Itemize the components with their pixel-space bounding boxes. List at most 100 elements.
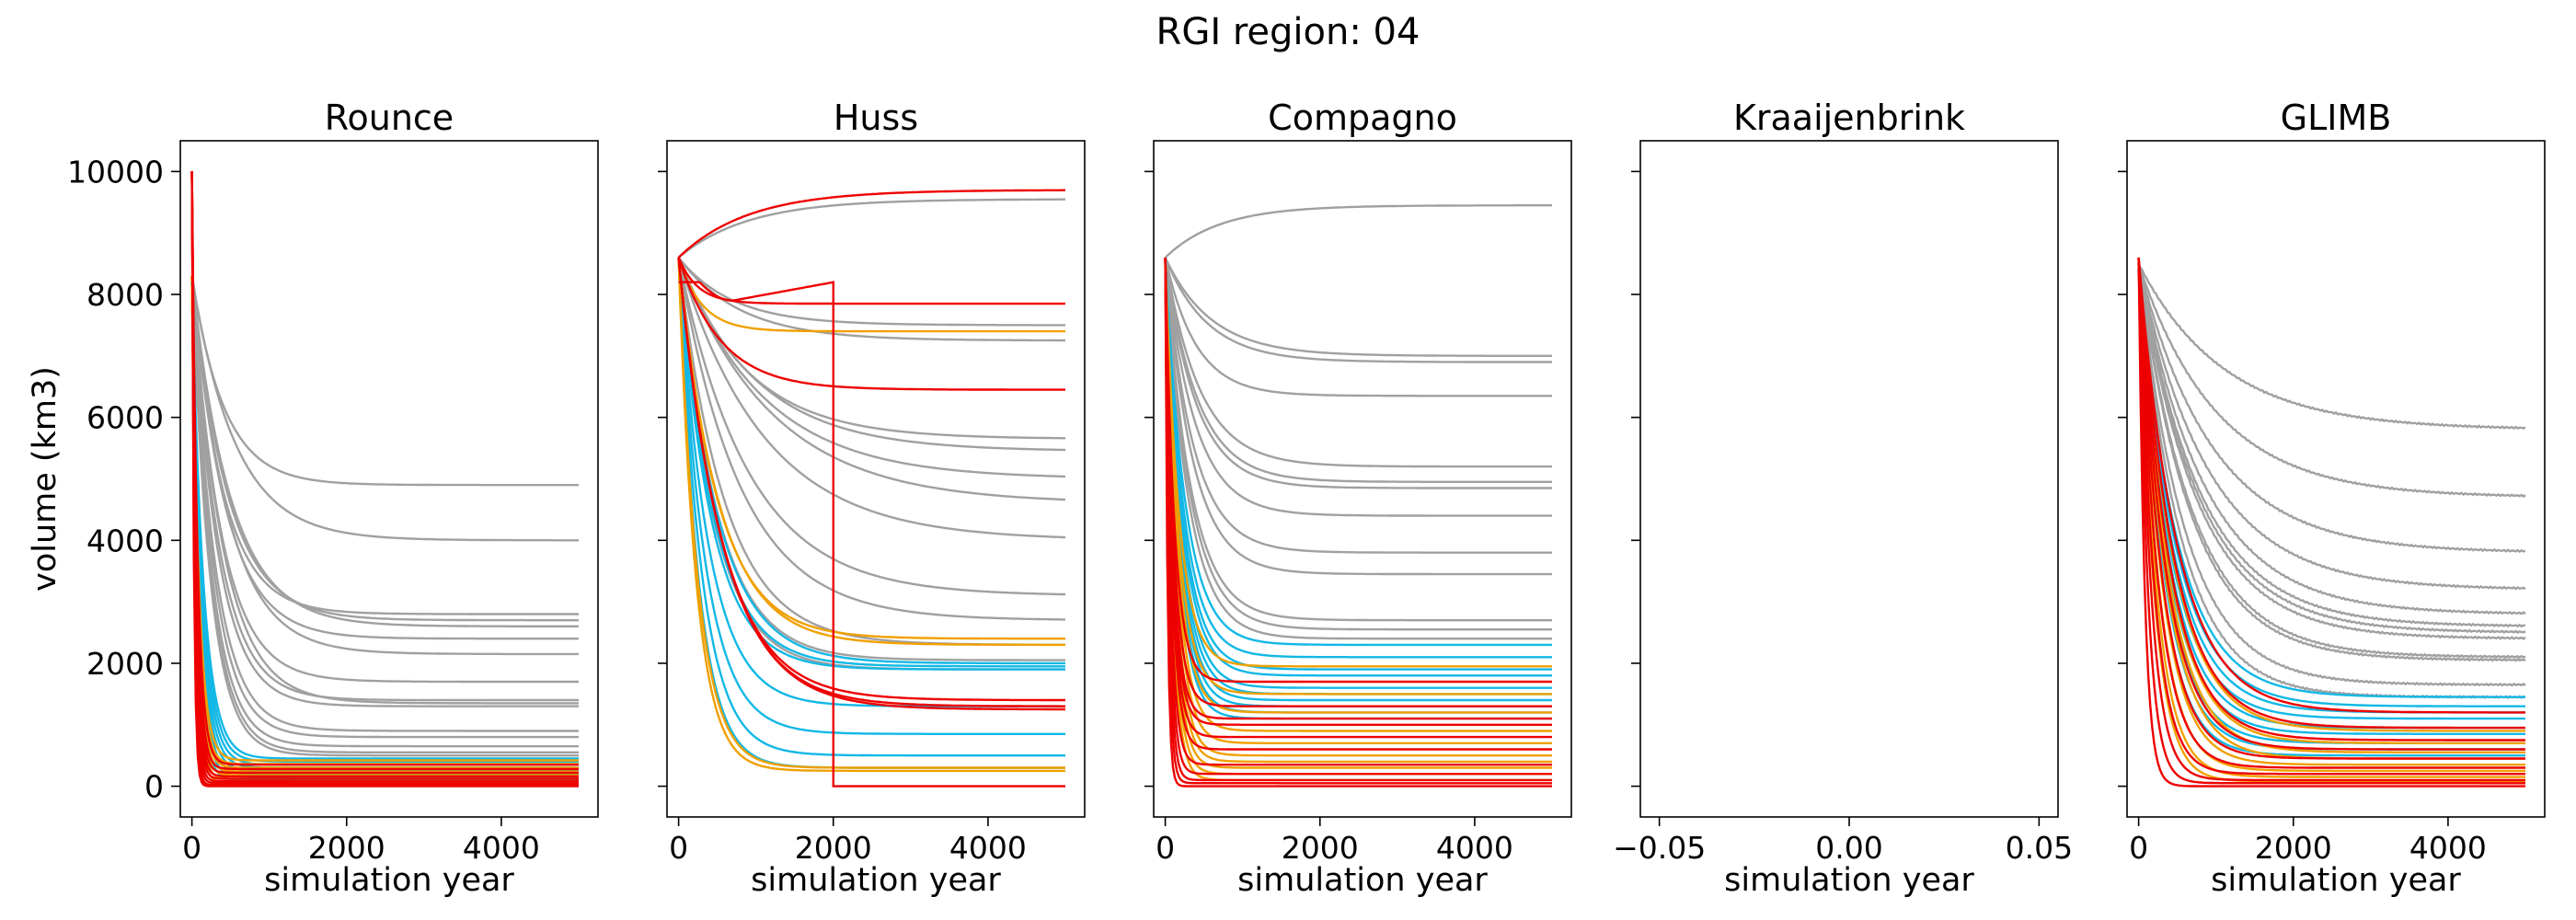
gray-series-line <box>2137 263 2526 431</box>
gray-series-line <box>677 257 1065 671</box>
figure-suptitle: RGI region: 04 <box>1156 11 1420 53</box>
orange-series-line <box>1164 257 1552 769</box>
gray-series-line <box>2137 263 2526 615</box>
gray-series-line <box>2137 262 2526 554</box>
orange-series-line <box>190 275 579 765</box>
cyan-series-line <box>677 257 1065 769</box>
gray-series-line <box>190 275 579 542</box>
orange-series-line <box>677 257 1065 647</box>
red-series-line <box>2137 257 2525 742</box>
red-series-line <box>1164 257 1552 720</box>
y-tick-label: 4000 <box>86 523 164 558</box>
red-series-line <box>677 257 1065 711</box>
red-series-line <box>1164 257 1552 739</box>
red-series-line <box>1164 257 1552 776</box>
gray-series-line <box>677 257 1065 440</box>
red-series-line <box>190 171 579 778</box>
cyan-series-line <box>2137 270 2525 751</box>
subplot-title: Kraaijenbrink <box>1733 98 1965 138</box>
red-series-line <box>1164 257 1552 707</box>
red-series-line <box>190 171 579 780</box>
orange-series-line <box>677 257 1065 769</box>
gray-series-line <box>1164 257 1552 489</box>
red-series-line <box>1164 257 1552 684</box>
x-tick-label: 0 <box>2129 830 2148 866</box>
axes-frame <box>1153 140 1572 818</box>
gray-series-line <box>677 257 1065 452</box>
y-tick-label: 6000 <box>86 400 164 436</box>
gray-series-line <box>190 275 579 707</box>
x-tick-label: 4000 <box>949 830 1027 866</box>
gray-series-line <box>2137 263 2526 591</box>
orange-series-line <box>1164 257 1552 744</box>
gray-series-line <box>2137 262 2526 499</box>
gray-series-line <box>190 275 579 640</box>
gray-series-line <box>677 257 1065 621</box>
red-drop-series-line <box>678 281 1065 788</box>
x-tick-label: 0.05 <box>2006 830 2073 866</box>
gray-series-line <box>190 275 579 684</box>
red-series-line <box>2137 257 2525 730</box>
orange-series-line <box>1164 257 1552 668</box>
orange-series-line <box>1164 257 1552 714</box>
red-series-line <box>190 171 579 785</box>
cyan-series-line <box>677 257 1065 735</box>
series-lines <box>677 189 1066 788</box>
x-tick-label: 2000 <box>1282 830 1359 866</box>
gray-series-line <box>677 257 1065 661</box>
gray-series-line <box>190 275 579 487</box>
orange-series-line <box>1164 257 1552 732</box>
red-series-line <box>1164 257 1552 766</box>
cyan-series-line <box>1164 257 1552 702</box>
red-series-line <box>2137 257 2525 776</box>
red-series-line <box>190 171 579 771</box>
gray-series-line <box>1164 203 1552 259</box>
subplot-title: Rounce <box>325 98 454 138</box>
series-lines <box>1164 203 1552 788</box>
red-series-line <box>1164 257 1552 782</box>
y-tick-label: 8000 <box>86 277 164 313</box>
red-series-line <box>1164 257 1552 785</box>
orange-series-line <box>2137 263 2525 744</box>
subplot-3: Kraaijenbrink −0.05 0.00 0.05 simulation yea… <box>1613 98 2073 899</box>
orange-series-line <box>2137 263 2525 778</box>
orange-series-line <box>190 275 579 776</box>
series-lines <box>190 171 579 788</box>
gray-series-line <box>190 275 579 753</box>
x-tick-label: 2000 <box>308 830 385 866</box>
axes-frame <box>2126 140 2546 818</box>
gray-series-line <box>677 257 1066 501</box>
x-tick-label: 2000 <box>795 830 872 866</box>
cyan-series-line <box>1164 257 1552 647</box>
orange-series-line <box>2137 263 2525 783</box>
gray-series-line <box>1164 257 1552 622</box>
gray-series-line <box>677 257 1065 327</box>
red-series-line <box>2137 257 2525 760</box>
gray-series-line <box>677 257 1065 596</box>
red-series-line <box>1164 257 1552 751</box>
gray-series-line <box>677 257 1065 342</box>
red-series-line <box>2137 257 2525 782</box>
subplot-title: Compagno <box>1268 98 1457 138</box>
orange-series-line <box>190 275 579 762</box>
x-tick-label: 0 <box>182 830 201 866</box>
subplots: Rounce 0 2000 4000 0 2000 4000 6000 8000 10000 sim… <box>27 98 2546 899</box>
subplot-title: Huss <box>834 98 918 138</box>
y-axis-label: volume (km3) <box>27 366 63 592</box>
x-tick-label: 0 <box>1156 830 1175 866</box>
x-tick-label: 0 <box>669 830 688 866</box>
gray-series-line <box>1164 257 1552 554</box>
orange-series-line <box>1164 257 1552 757</box>
gray-series-line <box>677 257 1066 539</box>
gray-series-line <box>1164 257 1552 483</box>
red-series-line <box>190 171 579 766</box>
gray-series-line <box>2137 264 2526 628</box>
orange-series-line <box>2137 263 2525 753</box>
gray-series-line <box>1164 257 1552 357</box>
x-tick-label: −0.05 <box>1613 830 1706 866</box>
gray-series-line <box>190 275 579 739</box>
cyan-series-line <box>2137 270 2525 757</box>
orange-series-line <box>677 257 1065 773</box>
